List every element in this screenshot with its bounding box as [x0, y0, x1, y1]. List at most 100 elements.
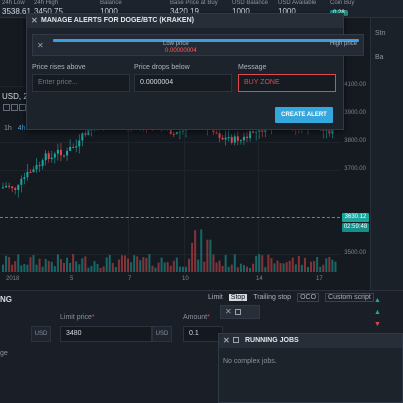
candle-body: [44, 153, 47, 161]
volume-bar: [279, 263, 282, 272]
volume-bar: [111, 262, 114, 272]
price-below-label: Price drops below: [134, 64, 190, 71]
candle-body: [35, 165, 38, 170]
volume-bar: [197, 259, 200, 272]
pair-label: USD, 2-: [2, 92, 31, 101]
stat-value: 3450.75: [34, 7, 63, 16]
volume-bar: [310, 261, 313, 272]
volume-bar: [270, 258, 273, 272]
candle-body: [331, 128, 334, 134]
tab-stop[interactable]: Stop: [228, 294, 248, 301]
volume-bar: [72, 254, 75, 272]
volume-bar: [303, 257, 306, 272]
stat-value: 1000: [278, 7, 296, 16]
settings-icon[interactable]: [3, 104, 10, 111]
candle-body: [72, 146, 75, 148]
tab-trailing-stop[interactable]: Trailing stop: [253, 294, 292, 301]
price-below-input[interactable]: 0.0000004: [134, 74, 232, 92]
close-icon[interactable]: ✕: [223, 336, 230, 345]
price-range-slider[interactable]: ✕ Low price High price 0.00000004: [32, 34, 364, 56]
y-tick: 3700.00: [344, 166, 366, 172]
status-up-icon: ▲: [374, 297, 381, 304]
volume-bar: [32, 255, 35, 272]
sidebar-item[interactable]: Ba: [375, 54, 384, 61]
volume-bar: [26, 264, 29, 272]
volume-bar: [14, 261, 17, 272]
candle-body: [14, 188, 17, 190]
close-icon[interactable]: [19, 104, 26, 111]
stat-usd-balance: USD Balance 1000: [232, 0, 290, 16]
volume-bar: [102, 266, 105, 272]
stat-label: Base Price at Buy: [170, 0, 218, 6]
maximize-icon[interactable]: [235, 309, 241, 315]
sidebar-item[interactable]: Stn: [375, 30, 386, 37]
stat-label: Coin Buy: [330, 0, 355, 6]
indicator-toggles[interactable]: [3, 104, 27, 113]
running-jobs-header: ✕ RUNNING JOBS: [219, 334, 402, 348]
volume-bar: [81, 258, 84, 272]
volume-bar: [300, 264, 303, 272]
tab-custom-script[interactable]: Custom script: [325, 293, 374, 302]
y-tick: 3800.00: [344, 138, 366, 144]
stat-label: USD Available: [278, 0, 317, 6]
volume-bar: [328, 256, 331, 272]
volume-bar: [242, 264, 245, 272]
message-input[interactable]: BUY ZONE: [238, 74, 336, 92]
amount-input[interactable]: 0.1: [183, 326, 223, 342]
candle-body: [181, 130, 184, 132]
candle-body: [69, 146, 72, 151]
running-jobs-panel: ✕ RUNNING JOBS No complex jobs.: [218, 333, 403, 403]
candle-body: [81, 133, 84, 141]
volume-bar: [90, 265, 93, 272]
volume-bar: [145, 257, 148, 272]
stat-value: 3538.61: [2, 7, 31, 16]
eye-icon[interactable]: [11, 104, 18, 111]
candle-body: [26, 171, 29, 178]
candle-body: [50, 157, 53, 160]
close-icon[interactable]: ✕: [225, 307, 232, 316]
volume-bar: [124, 255, 126, 272]
candle-body: [66, 150, 69, 156]
volume-bar: [267, 254, 270, 272]
candle-body: [8, 185, 11, 187]
limit-price-label-text: Limit price: [60, 314, 92, 321]
volume-bar: [108, 254, 111, 272]
volume-bar: [291, 257, 294, 272]
grid-line: [258, 18, 259, 274]
volume-bar: [148, 254, 151, 272]
tab-timeframe-1h[interactable]: 1h: [4, 125, 12, 132]
close-icon[interactable]: ✕: [31, 16, 38, 25]
volume-bar: [160, 257, 163, 272]
volume-bar: [142, 257, 145, 272]
maximize-icon[interactable]: [233, 337, 239, 343]
volume-bar: [239, 263, 242, 272]
volume-bar: [69, 262, 72, 272]
slider-low-label: Low price: [163, 41, 189, 47]
candle-body: [38, 165, 41, 167]
limit-price-input[interactable]: 3480: [60, 326, 152, 342]
tab-timeframe-4h[interactable]: 4h: [17, 125, 26, 132]
candle-body: [328, 128, 331, 134]
volume-bar: [56, 254, 59, 272]
amount-label-text: Amount: [183, 314, 208, 321]
price-above-input[interactable]: Enter price...: [32, 74, 130, 92]
right-sidebar: Stn Ba: [370, 18, 403, 290]
amount-label: Amount*: [183, 314, 210, 321]
y-axis: 4100.00 3900.00 3800.00 3700.00 3500.00: [340, 18, 370, 290]
volume-bar: [105, 257, 108, 272]
candle-body: [249, 131, 252, 139]
volume-bar: [11, 264, 14, 272]
volume-bar: [2, 264, 4, 272]
create-alert-button[interactable]: CREATE ALERT: [275, 107, 333, 123]
volume-bar: [84, 256, 87, 272]
candle-countdown-tag: 02:59:48: [342, 223, 369, 232]
required-marker: *: [207, 314, 210, 321]
volume-bar: [230, 264, 233, 272]
x-tick: 5: [70, 276, 74, 282]
tab-oco[interactable]: OCO: [297, 293, 320, 302]
volume-bar: [44, 258, 47, 272]
slider-track[interactable]: [53, 39, 359, 42]
tab-limit[interactable]: Limit: [208, 294, 223, 301]
close-icon[interactable]: ✕: [37, 41, 44, 50]
y-tick: 3900.00: [344, 110, 366, 116]
